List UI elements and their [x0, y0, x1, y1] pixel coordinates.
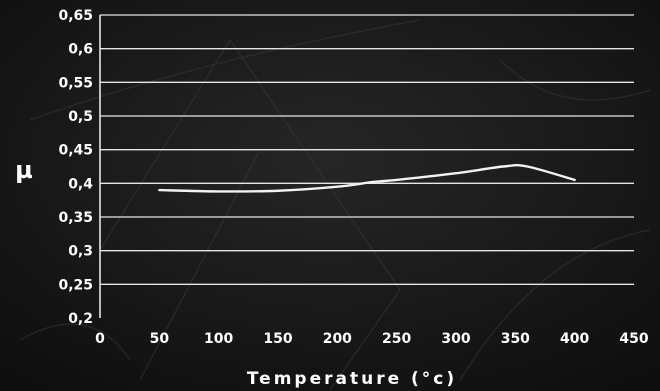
y-tick-label: 0,4 [68, 176, 93, 192]
series-layer [158, 164, 576, 193]
y-tick-labels: 0,2 0,25 0,3 0,35 0,4 0,45 0,5 0,55 0,6 0,65 [58, 8, 93, 327]
y-tick-label: 0,35 [58, 210, 93, 226]
y-tick-label: 0,55 [58, 75, 93, 91]
x-tick-label: 250 [382, 331, 411, 347]
y-tick-label: 0,65 [58, 8, 93, 24]
y-tick-label: 0,45 [58, 143, 93, 159]
chalk-texture [19, 19, 651, 391]
x-tick-label: 350 [501, 331, 530, 347]
x-tick-label: 150 [263, 331, 292, 347]
x-tick-labels: 0 50 100 150 200 250 300 350 400 450 [95, 331, 649, 347]
y-tick-label: 0,25 [58, 277, 93, 293]
series-line [158, 164, 576, 193]
y-tick-label: 0,3 [68, 244, 93, 260]
x-tick-label: 50 [150, 331, 170, 347]
x-tick-label: 300 [441, 331, 470, 347]
y-tick-label: 0,2 [68, 311, 93, 327]
x-tick-label: 200 [323, 331, 352, 347]
x-tick-label: 100 [204, 331, 233, 347]
x-tick-label: 400 [560, 331, 589, 347]
y-tick-label: 0,6 [68, 42, 93, 58]
y-axis-label: µ [15, 156, 33, 184]
x-axis-label: Temperature (°c) [247, 369, 457, 389]
x-tick-label: 0 [95, 331, 105, 347]
x-tick-label: 450 [619, 331, 648, 347]
y-tick-label: 0,5 [68, 109, 93, 125]
